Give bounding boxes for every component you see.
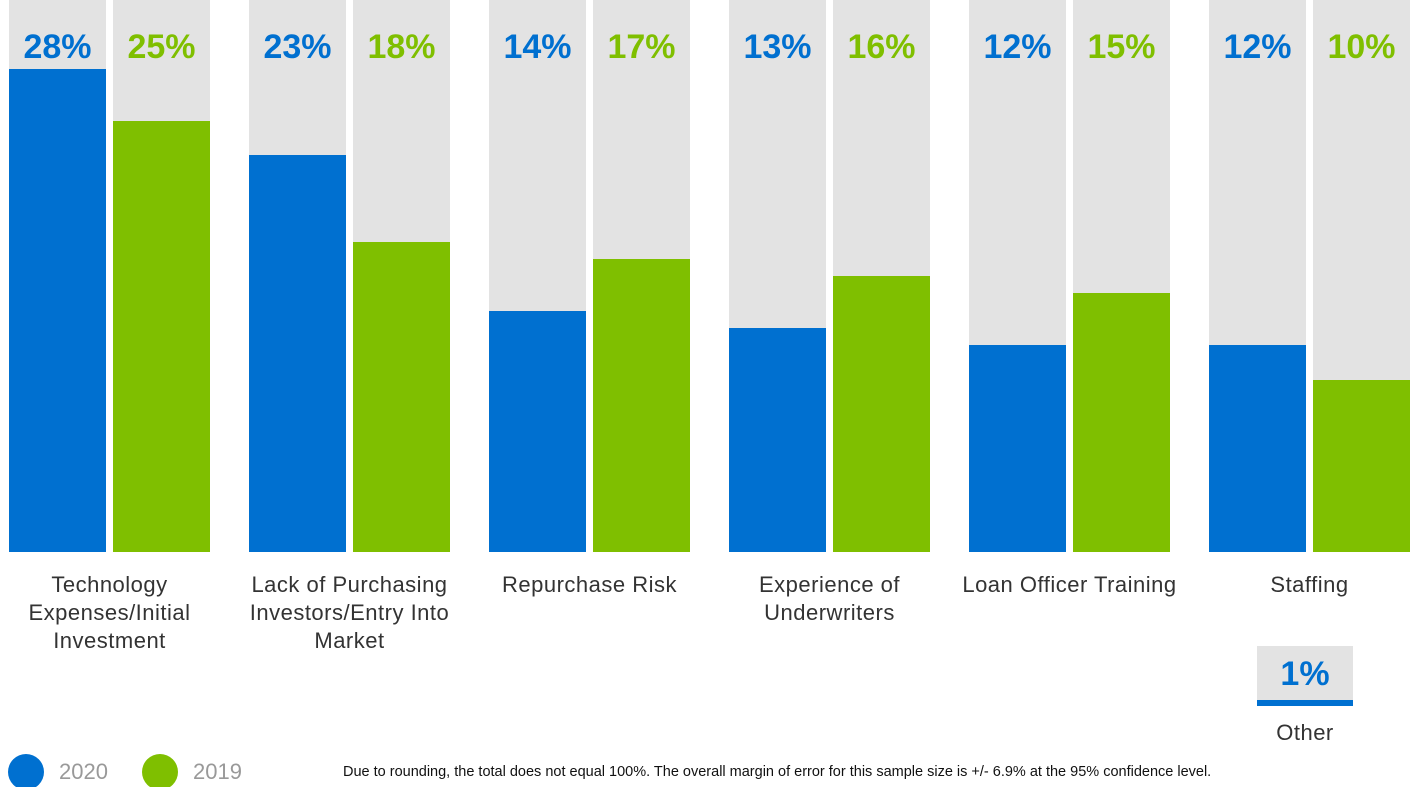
category-label: Lack of Purchasing Investors/Entry Into … bbox=[249, 572, 450, 653]
value-label: 12% bbox=[983, 28, 1052, 66]
value-label: 16% bbox=[847, 28, 916, 66]
category-label: Staffing bbox=[1270, 572, 1349, 597]
other-value-label: 1% bbox=[1280, 655, 1330, 693]
bar bbox=[593, 258, 690, 552]
bar bbox=[1073, 293, 1170, 552]
footnote: Due to rounding, the total does not equa… bbox=[343, 764, 1212, 780]
value-label: 15% bbox=[1087, 28, 1156, 66]
other-background bbox=[1257, 646, 1353, 706]
legend-swatch bbox=[142, 754, 178, 787]
value-label: 12% bbox=[1223, 28, 1292, 66]
bar bbox=[1313, 379, 1410, 552]
bar bbox=[353, 241, 450, 552]
value-label: 25% bbox=[127, 28, 196, 66]
value-label: 13% bbox=[743, 28, 812, 66]
legend-swatch bbox=[8, 754, 44, 787]
bar bbox=[729, 327, 826, 552]
other-bar bbox=[1257, 700, 1353, 706]
value-label: 17% bbox=[607, 28, 676, 66]
category-label: Experience of Underwriters bbox=[758, 572, 901, 625]
bar bbox=[249, 155, 346, 552]
other-label: Other bbox=[1276, 720, 1334, 745]
value-label: 14% bbox=[503, 28, 572, 66]
bar bbox=[1209, 345, 1306, 552]
legend-label: 2019 bbox=[193, 759, 242, 784]
value-label: 18% bbox=[367, 28, 436, 66]
bar bbox=[833, 276, 930, 552]
bar bbox=[489, 310, 586, 552]
category-label: Loan Officer Training bbox=[962, 572, 1177, 597]
value-label: 23% bbox=[263, 28, 332, 66]
value-label: 28% bbox=[23, 28, 92, 66]
value-label: 10% bbox=[1327, 28, 1396, 66]
legend-label: 2020 bbox=[59, 759, 108, 784]
bar bbox=[969, 345, 1066, 552]
bar bbox=[9, 69, 106, 552]
category-label: Repurchase Risk bbox=[501, 572, 677, 597]
bar bbox=[113, 120, 210, 552]
category-label: Technology Expenses/Initial Investment bbox=[28, 572, 191, 653]
